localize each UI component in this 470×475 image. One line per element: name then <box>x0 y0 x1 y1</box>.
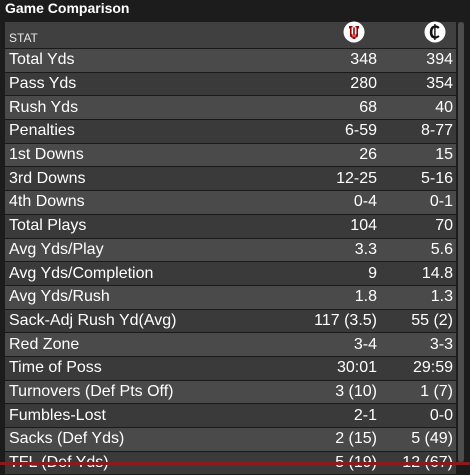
table-row: Penalties 6-59 8-77 <box>5 120 456 144</box>
panel-title: Game Comparison <box>5 0 130 16</box>
stat-name: Avg Yds/Rush <box>9 288 110 306</box>
table-row: Total Yds 348 394 <box>5 49 456 73</box>
table-row: Fumbles-Lost 2-1 0-0 <box>5 404 456 428</box>
team-a-value: 12-25 <box>336 169 377 187</box>
table-row: 4th Downs 0-4 0-1 <box>5 191 456 215</box>
team-b-value: 1.3 <box>430 288 453 306</box>
team-b-value: 5-16 <box>420 169 453 187</box>
table-row: Sack-Adj Rush Yd(Avg) 117 (3.5) 55 (2) <box>5 309 456 334</box>
table-row: Turnovers (Def Pts Off) 3 (10) 1 (7) <box>5 380 456 405</box>
stat-name: Avg Yds/Play <box>9 240 104 258</box>
team-a-value: 68 <box>359 98 377 116</box>
table-row: Avg Yds/Play 3.3 5.6 <box>5 238 456 263</box>
team-a-value: 3 (10) <box>335 382 377 400</box>
team-b-value: 15 <box>435 146 453 164</box>
team-a-value: 2-1 <box>353 406 377 424</box>
stat-name: Turnovers (Def Pts Off) <box>9 382 174 400</box>
table-header-row: STAT <box>5 21 456 50</box>
team-b-value: 8-77 <box>420 122 453 140</box>
team-a-value: 3-4 <box>353 335 377 353</box>
team-b-value: 5 (49) <box>411 430 453 448</box>
team-b-value: 70 <box>435 217 453 235</box>
team-a-header[interactable] <box>305 21 377 50</box>
team-b-value: 14.8 <box>421 264 453 282</box>
stat-column-header: STAT <box>9 31 38 45</box>
team-b-value: 55 (2) <box>411 311 453 329</box>
team-a-value: 3.3 <box>354 240 377 258</box>
team-b-value: 0-1 <box>429 193 453 211</box>
stat-name: Red Zone <box>9 335 80 353</box>
team-a-value: 30:01 <box>336 359 377 377</box>
table-row: 3rd Downs 12-25 5-16 <box>5 167 456 192</box>
vertical-scrollbar[interactable] <box>458 22 464 462</box>
bottom-accent-line <box>0 462 470 465</box>
team-a-value: 9 <box>368 264 377 282</box>
team-b-value: 0-0 <box>429 406 453 424</box>
comparison-table: STAT <box>5 21 456 475</box>
team-a-value: 117 (3.5) <box>314 311 377 329</box>
stat-name: Avg Yds/Completion <box>9 264 154 282</box>
team-b-value: 29:59 <box>412 359 453 377</box>
stat-name: Sacks (Def Yds) <box>9 430 125 448</box>
indiana-logo-icon <box>343 21 365 50</box>
table-row: Avg Yds/Completion 9 14.8 <box>5 262 456 286</box>
stat-name: Fumbles-Lost <box>9 406 106 424</box>
table-row: Pass Yds 280 354 <box>5 72 456 97</box>
team-b-value: 3-3 <box>429 335 453 353</box>
stat-name: Penalties <box>9 122 75 140</box>
team-a-value: 2 (15) <box>335 430 377 448</box>
team-b-value: 40 <box>435 98 453 116</box>
team-b-value: 394 <box>426 51 453 69</box>
table-row: Avg Yds/Rush 1.8 1.3 <box>5 285 456 310</box>
team-a-value: 280 <box>350 75 377 93</box>
stat-name: 3rd Downs <box>9 169 86 187</box>
stat-name: 1st Downs <box>9 146 84 164</box>
table-row: Rush Yds 68 40 <box>5 96 456 121</box>
cincinnati-logo-icon <box>424 21 446 50</box>
team-a-value: 104 <box>350 217 377 235</box>
scrollbar-thumb[interactable] <box>458 22 464 462</box>
stat-name: Time of Poss <box>9 359 102 377</box>
table-row: 1st Downs 26 15 <box>5 143 456 168</box>
table-row: Sacks (Def Yds) 2 (15) 5 (49) <box>5 428 456 452</box>
table-row: Time of Poss 30:01 29:59 <box>5 356 456 381</box>
team-b-header[interactable] <box>377 21 456 50</box>
team-a-value: 0-4 <box>353 193 377 211</box>
stat-name: Total Yds <box>9 51 75 69</box>
table-row: Red Zone 3-4 3-3 <box>5 333 456 357</box>
team-b-value: 5.6 <box>430 240 453 258</box>
team-a-value: 26 <box>359 146 377 164</box>
team-b-value: 1 (7) <box>420 382 453 400</box>
table-row: Total Plays 104 70 <box>5 214 456 239</box>
team-a-value: 6-59 <box>344 122 377 140</box>
team-b-value: 354 <box>426 75 453 93</box>
stat-name: Rush Yds <box>9 98 79 116</box>
team-a-value: 1.8 <box>354 288 377 306</box>
stat-name: Sack-Adj Rush Yd(Avg) <box>9 311 177 329</box>
stat-name: Pass Yds <box>9 75 77 93</box>
team-a-value: 348 <box>350 51 377 69</box>
stat-name: Total Plays <box>9 217 87 235</box>
stat-name: 4th Downs <box>9 193 85 211</box>
